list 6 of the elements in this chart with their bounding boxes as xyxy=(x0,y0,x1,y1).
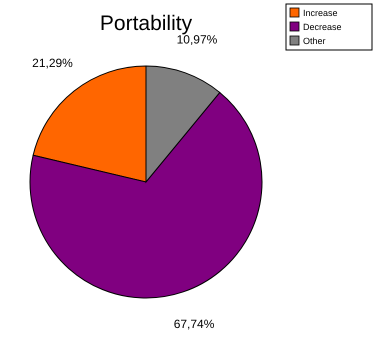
legend-label: Other xyxy=(303,36,326,46)
data-label: 67,74% xyxy=(174,317,215,332)
data-label: 21,29% xyxy=(32,56,74,70)
chart-title: Portability xyxy=(100,12,193,35)
legend-label: Decrease xyxy=(303,22,342,32)
legend-label: Increase xyxy=(303,8,338,18)
